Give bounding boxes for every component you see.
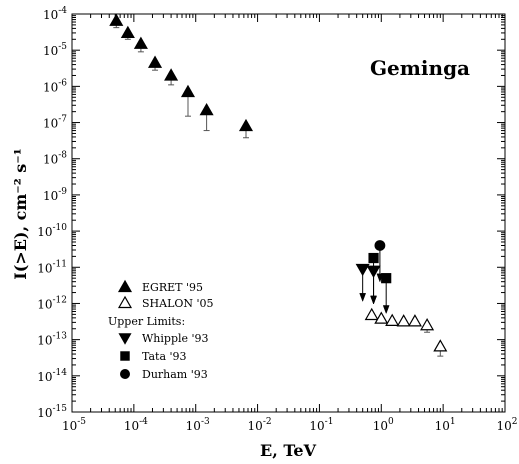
egret-point bbox=[164, 68, 179, 81]
y-tick-label: 10-9 bbox=[43, 187, 67, 203]
legend-label-whipple: Whipple '93 bbox=[142, 332, 209, 345]
y-tick-label: 10-7 bbox=[43, 115, 67, 131]
legend-label-shalon: SHALON '05 bbox=[142, 297, 214, 310]
durham-point bbox=[374, 240, 386, 251]
x-tick-label: 10-2 bbox=[248, 417, 272, 433]
chart-title: Geminga bbox=[370, 56, 470, 80]
whipple-point bbox=[355, 263, 370, 277]
x-tick-label: 10-3 bbox=[186, 417, 210, 433]
plot-frame-group bbox=[71, 13, 506, 413]
y-tick-label: 10-15 bbox=[37, 404, 67, 420]
tata-point bbox=[381, 273, 392, 284]
tick-labels-group: 10-5 10-4 10-3 10-2 10-1 100 101 10210-410-510-… bbox=[37, 6, 517, 433]
egret-point bbox=[120, 25, 135, 39]
x-tick-label: 101 bbox=[435, 417, 456, 433]
shalon-point bbox=[374, 311, 389, 324]
whipple-upper-limit-arrow bbox=[359, 293, 367, 303]
legend-marker-whipple bbox=[118, 333, 132, 345]
legend-label-tata: Tata '93 bbox=[142, 350, 187, 363]
durham-upper-limit-arrow bbox=[376, 273, 384, 283]
legend-marker-shalon bbox=[117, 295, 133, 309]
shalon-point bbox=[364, 307, 379, 321]
y-tick-label: 10-8 bbox=[43, 151, 67, 167]
tata-upper-limit-arrow bbox=[370, 295, 377, 305]
plot-frame bbox=[71, 13, 506, 413]
x-tick-label: 10-5 bbox=[62, 417, 86, 433]
shalon-point bbox=[407, 314, 422, 327]
legend: EGRET '95 SHALON '05 Upper Limits: Whipple … bbox=[108, 279, 214, 381]
shalon-point bbox=[420, 318, 435, 331]
x-tick-label: 100 bbox=[373, 417, 394, 433]
legend-label-durham: Durham '93 bbox=[142, 368, 208, 381]
legend-upper-limits-heading: Upper Limits: bbox=[108, 315, 185, 328]
legend-marker-durham bbox=[119, 369, 130, 380]
y-tick-label: 10-5 bbox=[43, 42, 67, 58]
x-tick-label: 102 bbox=[496, 417, 517, 433]
egret-point bbox=[238, 118, 254, 132]
data-marks-group bbox=[109, 13, 448, 357]
y-tick-label: 10-12 bbox=[37, 295, 67, 311]
x-tick-label: 10-1 bbox=[309, 417, 333, 433]
shalon-point bbox=[433, 339, 448, 352]
y-tick-label: 10-13 bbox=[37, 332, 67, 348]
x-axis-label: E, TeV bbox=[260, 441, 317, 460]
y-tick-label: 10-6 bbox=[43, 78, 67, 94]
shalon-point bbox=[385, 313, 400, 326]
egret-point bbox=[148, 55, 163, 68]
egret-point bbox=[180, 84, 196, 98]
tata-upper-limit-arrow bbox=[382, 305, 390, 315]
y-axis-label: I(>E), cm⁻² s⁻¹ bbox=[11, 148, 30, 280]
x-tick-label: 10-4 bbox=[124, 417, 148, 433]
shalon-point bbox=[396, 314, 411, 327]
y-tick-label: 10-4 bbox=[43, 6, 67, 22]
egret-point bbox=[133, 36, 148, 49]
ticks-group bbox=[71, 13, 506, 413]
y-tick-label: 10-11 bbox=[37, 259, 67, 275]
legend-marker-egret bbox=[117, 279, 133, 293]
tata-point bbox=[368, 252, 379, 264]
egret-point bbox=[199, 102, 214, 116]
y-tick-label: 10-10 bbox=[37, 223, 67, 239]
legend-marker-tata bbox=[120, 351, 130, 361]
legend-label-egret: EGRET '95 bbox=[142, 281, 203, 294]
y-tick-label: 10-14 bbox=[37, 368, 67, 384]
egret-point bbox=[109, 13, 124, 26]
